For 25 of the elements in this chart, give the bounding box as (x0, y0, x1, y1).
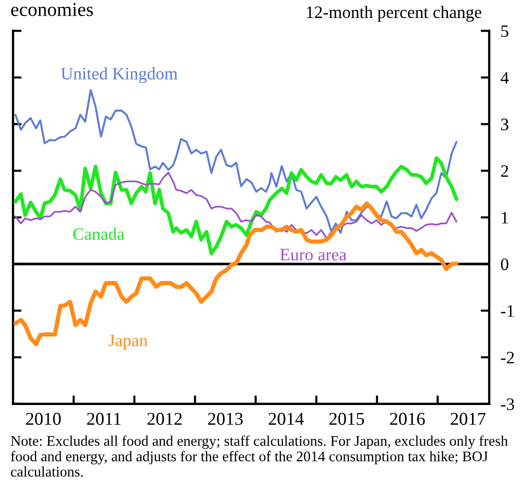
x-tick-label: 2016 (390, 412, 425, 425)
y-tick-label: 5 (501, 26, 508, 38)
y-tick-label: 0 (500, 258, 508, 270)
y-tick-label: 1 (502, 212, 508, 224)
text: Note: Excludes all food and energy; staff calculations. For Japan, excludes only fresh food and energy, and adjusts for the effect of the 2014 consumption tax hike; BOJ calculations. (10, 435, 508, 477)
x-tick-label: 2014 (268, 412, 304, 425)
y-tick-label: 2 (501, 165, 508, 177)
x-tick-label: 2013 (208, 412, 243, 425)
y-tick-label: 3 (501, 118, 508, 130)
x-tick-label: 2011 (87, 412, 121, 425)
chart-title: economies (11, 3, 93, 16)
y-tick-label: -3 (500, 398, 514, 410)
x-tick-label: 2010 (26, 412, 61, 425)
x-tick-label: 2015 (329, 412, 364, 425)
series-label: Japan (108, 334, 148, 350)
y-tick-label: -2 (500, 352, 514, 364)
line-series (14, 172, 458, 240)
y-axis-title: 12-month percent change (307, 6, 482, 22)
y-tick-label: 4 (500, 72, 509, 84)
series-label: Canada (73, 228, 124, 240)
y-tick-label: -1 (500, 305, 514, 317)
series-label: Euro area (280, 248, 346, 260)
x-tick-label: 2017 (450, 412, 486, 425)
series-label: United Kingdom (61, 67, 178, 84)
x-tick-label: 2012 (147, 412, 182, 425)
